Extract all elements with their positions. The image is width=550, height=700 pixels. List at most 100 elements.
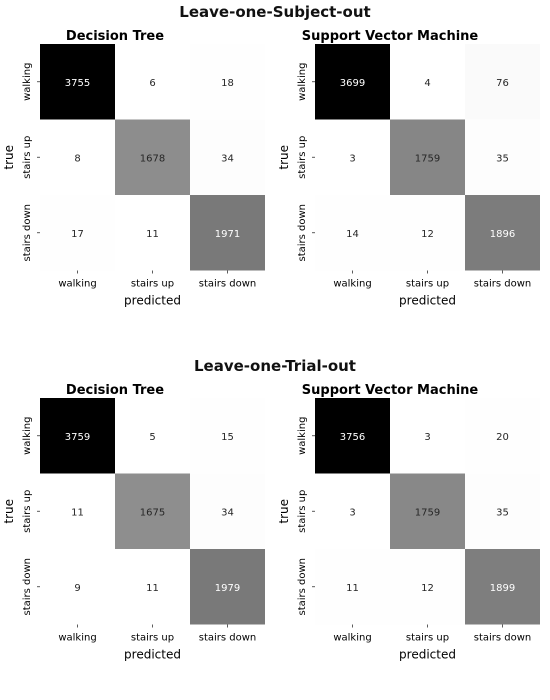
heatmap-cell-walking-stairs-down xyxy=(465,398,540,474)
cell-value: 1759 xyxy=(415,507,440,518)
heatmap-cell-stairs-down-stairs-down xyxy=(190,195,265,271)
heatmap-cell-walking-stairs-down xyxy=(465,44,540,120)
heatmap-cell-stairs-down-walking xyxy=(315,195,390,271)
y-tick-label: stairs up xyxy=(297,490,308,533)
heatmap-cell-stairs-up-stairs-down xyxy=(465,119,540,195)
cell-value: 9 xyxy=(74,583,80,594)
x-tick-label: stairs up xyxy=(406,279,449,290)
cell-value: 34 xyxy=(221,507,234,518)
cell-value: 11 xyxy=(346,583,359,594)
heatmap-cell-stairs-down-stairs-down xyxy=(465,195,540,271)
chart-title: Decision Tree xyxy=(66,29,164,44)
cell-value: 3759 xyxy=(65,432,90,443)
heatmap-cell-stairs-up-stairs-down xyxy=(465,473,540,549)
cell-value: 3 xyxy=(349,153,355,164)
y-tick-label: walking xyxy=(22,417,33,455)
confusion-matrix-subject-svm: Support Vector Machine 3699 4 76 3 1759 35 14 12… xyxy=(275,26,550,346)
heatmap-cell-stairs-down-stairs-up xyxy=(390,549,465,625)
y-tick-label: walking xyxy=(22,63,33,101)
chart-title: Support Vector Machine xyxy=(302,383,479,398)
cell-value: 76 xyxy=(496,78,509,89)
y-axis-label: true xyxy=(2,145,16,170)
y-tick-label: stairs up xyxy=(297,136,308,179)
cell-value: 1971 xyxy=(215,229,240,240)
heatmap-cell-walking-stairs-up xyxy=(390,398,465,474)
x-tick-label: stairs down xyxy=(199,279,257,290)
heatmap-cell-walking-stairs-up xyxy=(115,398,190,474)
heatmap-cell-stairs-up-stairs-down xyxy=(190,473,265,549)
heatmap-cell-stairs-up-stairs-up xyxy=(115,119,190,195)
cell-value: 11 xyxy=(71,507,84,518)
y-tick-label: stairs down xyxy=(297,558,308,616)
cell-value: 1675 xyxy=(140,507,165,518)
cell-value: 3755 xyxy=(65,78,90,89)
heatmap-cell-walking-walking xyxy=(315,398,390,474)
heatmap-cell-stairs-up-walking xyxy=(315,119,390,195)
x-tick-label: stairs up xyxy=(131,279,174,290)
cell-value: 20 xyxy=(496,432,509,443)
y-tick-label: stairs down xyxy=(22,558,33,616)
heatmap-cell-stairs-down-stairs-up xyxy=(390,195,465,271)
x-axis-label: predicted xyxy=(124,294,181,308)
section-title-subject: Leave-one-Subject-out xyxy=(179,3,371,21)
y-tick-label: walking xyxy=(297,63,308,101)
cell-value: 14 xyxy=(346,229,359,240)
heatmap-cell-stairs-up-walking xyxy=(40,119,115,195)
x-axis-label: predicted xyxy=(399,294,456,308)
cell-value: 3 xyxy=(349,507,355,518)
cell-value: 4 xyxy=(424,78,430,89)
x-axis-label: predicted xyxy=(124,648,181,662)
cell-value: 34 xyxy=(221,153,234,164)
cell-value: 8 xyxy=(74,153,80,164)
heatmap-cell-stairs-up-stairs-down xyxy=(190,119,265,195)
cell-value: 12 xyxy=(421,583,434,594)
cell-value: 35 xyxy=(496,153,509,164)
confusion-matrix-subject-decision-tree: Decision Tree 3755 6 18 8 1678 34 17 11 1971 walki… xyxy=(0,26,275,346)
y-axis-label: true xyxy=(2,499,16,524)
x-tick-label: stairs down xyxy=(199,633,257,644)
cell-value: 17 xyxy=(71,229,84,240)
heatmap-cell-walking-walking xyxy=(40,44,115,120)
x-tick-label: walking xyxy=(333,279,371,290)
cell-value: 6 xyxy=(149,78,155,89)
heatmap-cell-walking-stairs-up xyxy=(390,44,465,120)
heatmap-svg: Support Vector Machine 3699 4 76 3 1759 35 14 12… xyxy=(277,29,540,308)
heatmap-cell-stairs-up-stairs-up xyxy=(390,119,465,195)
x-tick-label: stairs down xyxy=(474,279,532,290)
y-tick-label: stairs down xyxy=(22,204,33,262)
cell-value: 15 xyxy=(221,432,234,443)
x-axis-label: predicted xyxy=(399,648,456,662)
x-tick-label: stairs up xyxy=(406,633,449,644)
heatmap-svg: Decision Tree 3759 5 15 11 1675 34 9 11 1979 walki… xyxy=(2,383,265,662)
cell-value: 11 xyxy=(146,229,159,240)
heatmap-cell-stairs-down-walking xyxy=(40,195,115,271)
heatmap-svg: Support Vector Machine 3756 3 20 3 1759 35 11 12… xyxy=(277,383,540,662)
y-tick-label: walking xyxy=(297,417,308,455)
cell-value: 18 xyxy=(221,78,234,89)
cell-value: 35 xyxy=(496,507,509,518)
chart-title: Decision Tree xyxy=(66,383,164,398)
cell-value: 1899 xyxy=(490,583,515,594)
cell-value: 3699 xyxy=(340,78,365,89)
confusion-matrix-trial-decision-tree: Decision Tree 3759 5 15 11 1675 34 9 11 1979 walki… xyxy=(0,380,275,700)
y-tick-label: stairs down xyxy=(297,204,308,262)
y-tick-label: stairs up xyxy=(22,136,33,179)
x-tick-label: stairs up xyxy=(131,633,174,644)
cell-value: 11 xyxy=(146,583,159,594)
heatmap-cell-walking-walking xyxy=(315,44,390,120)
heatmap-cell-stairs-up-walking xyxy=(315,473,390,549)
x-tick-label: walking xyxy=(333,633,371,644)
section-title-trial: Leave-one-Trial-out xyxy=(194,357,356,375)
x-tick-label: walking xyxy=(58,279,96,290)
heatmap-svg: Decision Tree 3755 6 18 8 1678 34 17 11 1971 walki… xyxy=(2,29,265,308)
heatmap-cell-stairs-up-stairs-up xyxy=(390,473,465,549)
heatmap-cell-stairs-down-stairs-up xyxy=(115,549,190,625)
y-axis-label: true xyxy=(277,499,291,524)
heatmap-cell-walking-walking xyxy=(40,398,115,474)
heatmap-cell-walking-stairs-down xyxy=(190,44,265,120)
x-tick-label: walking xyxy=(58,633,96,644)
cell-value: 1759 xyxy=(415,153,440,164)
y-tick-label: stairs up xyxy=(22,490,33,533)
heatmap-cell-stairs-down-stairs-down xyxy=(190,549,265,625)
heatmap-cell-stairs-down-walking xyxy=(315,549,390,625)
